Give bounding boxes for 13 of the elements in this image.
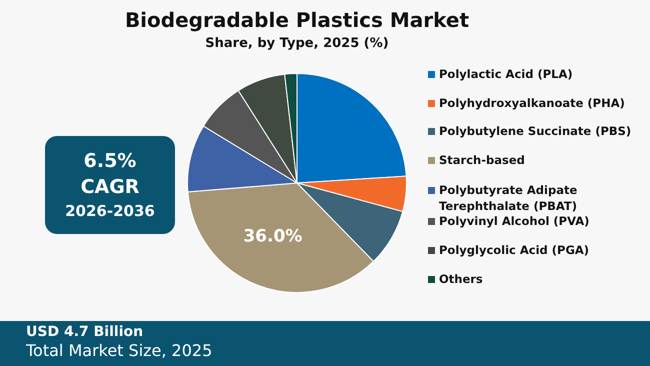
legend-label: Others xyxy=(438,271,484,287)
chart-subtitle: Share, by Type, 2025 (%) xyxy=(204,36,390,51)
legend-label: Polyhydroxyalkanoate (PHA) xyxy=(438,95,626,111)
legend-label: Polylactic Acid (PLA) xyxy=(438,66,574,82)
legend-label: Starch-based xyxy=(438,152,526,168)
chart-title: Biodegradable Plastics Market xyxy=(124,8,470,32)
cagr-card: 6.5% CAGR 2026-2036 xyxy=(45,136,175,234)
legend-label: Polyvinyl Alcohol (PVA) xyxy=(438,213,590,229)
footer-bar: USD 4.7 Billion Total Market Size, 2025 xyxy=(0,321,650,366)
legend-label: Polybutyrate Adipate Terephthalate (PBAT) xyxy=(438,182,578,214)
legend-label: Polybutylene Succinate (PBS) xyxy=(438,123,632,139)
legend-label: Polyglycolic Acid (PGA) xyxy=(438,242,590,258)
data-label: 36.0% xyxy=(243,226,302,247)
